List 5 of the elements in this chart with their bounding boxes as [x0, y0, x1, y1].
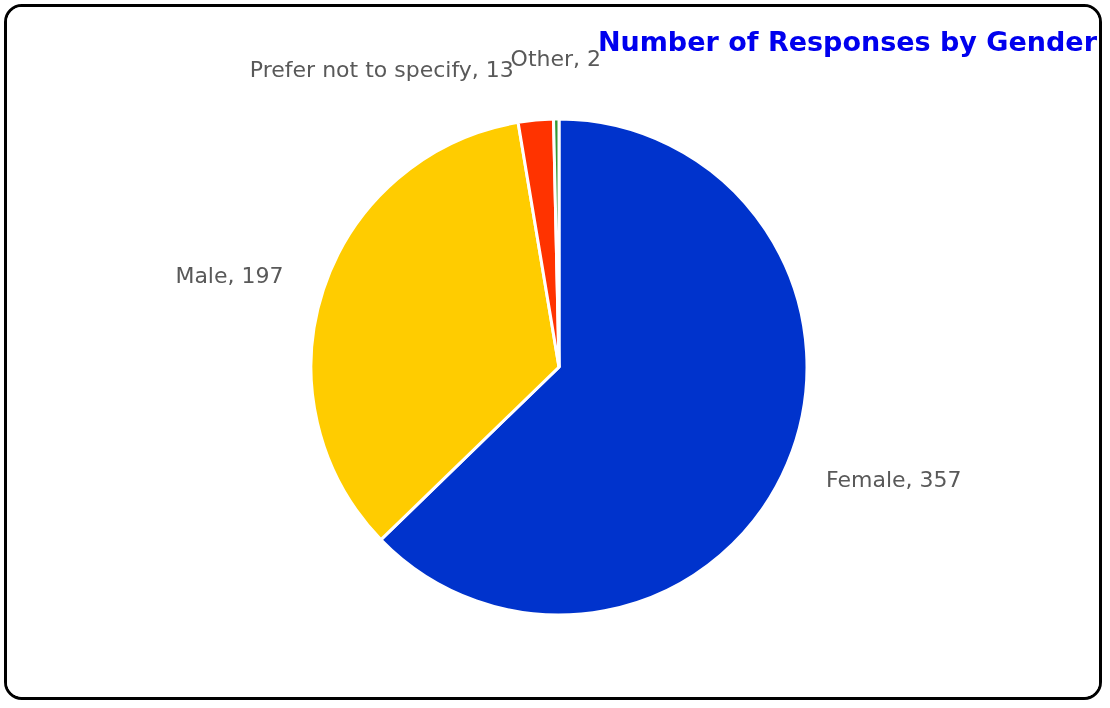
slice-label: Female [826, 467, 906, 493]
data-label: , 357 [905, 467, 962, 493]
slice-label: Male [175, 263, 228, 289]
slice-label: Prefer not to specify [249, 57, 472, 83]
data-label: , 197 [227, 263, 284, 289]
